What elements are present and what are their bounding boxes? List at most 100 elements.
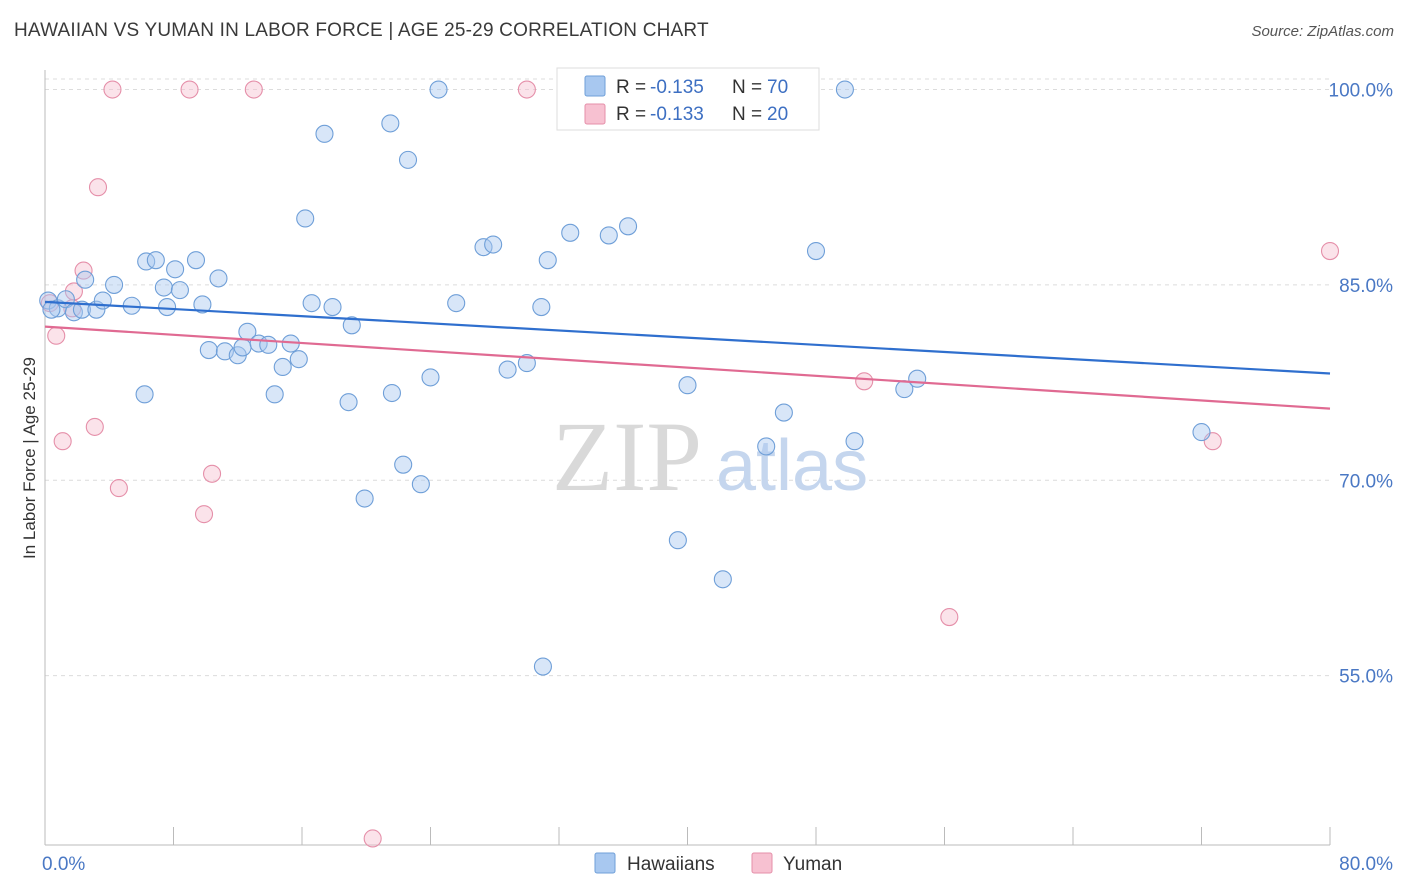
bottom-legend-yuman: Yuman <box>783 854 842 875</box>
legend-n-yuman: 20 <box>767 104 788 125</box>
data-point-yuman <box>74 261 93 280</box>
data-point-hawaiians <box>678 376 697 395</box>
data-point-yuman <box>855 372 874 391</box>
data-point-hawaiians <box>394 455 413 474</box>
data-point-yuman <box>517 80 536 99</box>
data-point-hawaiians <box>599 226 618 245</box>
data-point-hawaiians <box>421 368 440 387</box>
x-tick-labels: 0.0% 80.0% <box>42 854 1393 875</box>
data-point-hawaiians <box>296 209 315 228</box>
data-point-hawaiians <box>381 114 400 133</box>
data-point-hawaiians <box>619 217 638 236</box>
data-point-yuman <box>1320 242 1340 261</box>
data-point-yuman <box>103 80 122 99</box>
data-point-yuman <box>47 326 66 345</box>
axes <box>44 70 1331 846</box>
data-point-hawaiians <box>265 385 284 404</box>
data-point-hawaiians <box>273 357 292 377</box>
legend-r-hawaiians: -0.135 <box>650 77 704 98</box>
data-point-yuman <box>363 829 382 848</box>
data-point-hawaiians <box>302 294 321 313</box>
data-point-hawaiians <box>908 369 927 388</box>
data-point-hawaiians <box>323 298 342 317</box>
bottom-legend-hawaiians: Hawaiians <box>627 854 715 875</box>
trend-line-yuman <box>44 325 1331 410</box>
data-point-hawaiians <box>498 360 517 379</box>
watermark: ZIP atlas <box>552 401 868 512</box>
data-point-hawaiians <box>259 335 278 354</box>
data-point-hawaiians <box>429 80 448 99</box>
data-point-hawaiians <box>398 150 418 169</box>
legend-r-label: R = <box>616 104 646 125</box>
data-point-hawaiians <box>233 338 252 357</box>
y-tick-label: 100.0% <box>1329 81 1394 102</box>
data-point-hawaiians <box>835 80 854 99</box>
source-label: Source: ZipAtlas.com <box>1251 23 1394 40</box>
data-point-hawaiians <box>411 475 430 494</box>
data-point-yuman <box>940 608 959 627</box>
legend-n-hawaiians: 70 <box>767 77 788 98</box>
chart-title: HAWAIIAN VS YUMAN IN LABOR FORCE | AGE 2… <box>14 20 709 41</box>
data-point-hawaiians <box>382 383 402 403</box>
data-point-hawaiians <box>713 570 732 589</box>
data-point-hawaiians <box>105 275 124 294</box>
data-point-yuman <box>88 178 108 197</box>
data-point-hawaiians <box>447 294 466 313</box>
data-point-hawaiians <box>42 300 61 319</box>
trend-lines <box>44 300 1331 410</box>
legend-r-yuman: -0.133 <box>650 104 704 125</box>
legend-swatch-hawaiians <box>584 75 606 97</box>
data-point-hawaiians <box>532 298 551 317</box>
points <box>39 80 1340 848</box>
data-point-hawaiians <box>170 281 189 300</box>
data-point-hawaiians <box>137 252 156 271</box>
data-point-hawaiians <box>209 269 228 288</box>
y-tick-label: 85.0% <box>1339 276 1393 297</box>
data-point-hawaiians <box>199 340 218 360</box>
bottom-legend-swatch-hawaiians <box>594 852 616 874</box>
data-point-yuman <box>180 80 199 99</box>
data-point-hawaiians <box>355 489 374 508</box>
data-point-hawaiians <box>76 270 95 289</box>
legend-swatch-yuman <box>584 103 606 125</box>
data-point-hawaiians <box>845 432 864 451</box>
data-point-hawaiians <box>538 251 557 270</box>
bottom-legend: Hawaiians Yuman <box>594 852 842 875</box>
legend-n-label: N = <box>732 77 762 98</box>
legend: R = -0.135 N = 70 R = -0.133 N = 20 <box>556 67 820 131</box>
data-point-hawaiians <box>289 350 308 369</box>
watermark-zip: ZIP <box>552 401 702 512</box>
data-point-hawaiians <box>146 251 165 270</box>
data-point-hawaiians <box>806 242 826 261</box>
data-point-hawaiians <box>757 437 776 456</box>
data-point-yuman <box>244 80 263 99</box>
data-point-hawaiians <box>484 235 503 254</box>
data-point-hawaiians <box>1192 423 1211 442</box>
data-point-hawaiians <box>166 260 185 279</box>
data-point-hawaiians <box>668 531 687 550</box>
data-point-hawaiians <box>517 354 536 373</box>
data-point-yuman <box>203 464 222 483</box>
legend-r-label: R = <box>616 77 646 98</box>
data-point-hawaiians <box>135 385 154 404</box>
data-point-hawaiians <box>154 278 173 297</box>
y-axis-title: In Labor Force | Age 25-29 <box>20 357 39 559</box>
data-point-yuman <box>194 505 214 524</box>
trend-line-hawaiians <box>44 300 1331 375</box>
data-point-yuman <box>85 417 104 436</box>
legend-n-label: N = <box>732 104 762 125</box>
data-point-hawaiians <box>72 300 91 319</box>
data-point-hawaiians <box>186 251 206 270</box>
data-point-hawaiians <box>339 393 358 412</box>
data-point-hawaiians <box>315 124 334 143</box>
data-point-hawaiians <box>193 295 212 314</box>
bottom-legend-swatch-yuman <box>751 852 773 874</box>
y-tick-labels: 55.0% 70.0% 85.0% 100.0% <box>1329 81 1394 688</box>
data-point-hawaiians <box>533 657 552 676</box>
data-point-yuman <box>109 479 128 498</box>
watermark-atlas: atlas <box>716 426 868 506</box>
data-point-yuman <box>53 432 72 451</box>
y-tick-label: 55.0% <box>1339 667 1393 688</box>
x-tick-label: 80.0% <box>1339 854 1393 875</box>
